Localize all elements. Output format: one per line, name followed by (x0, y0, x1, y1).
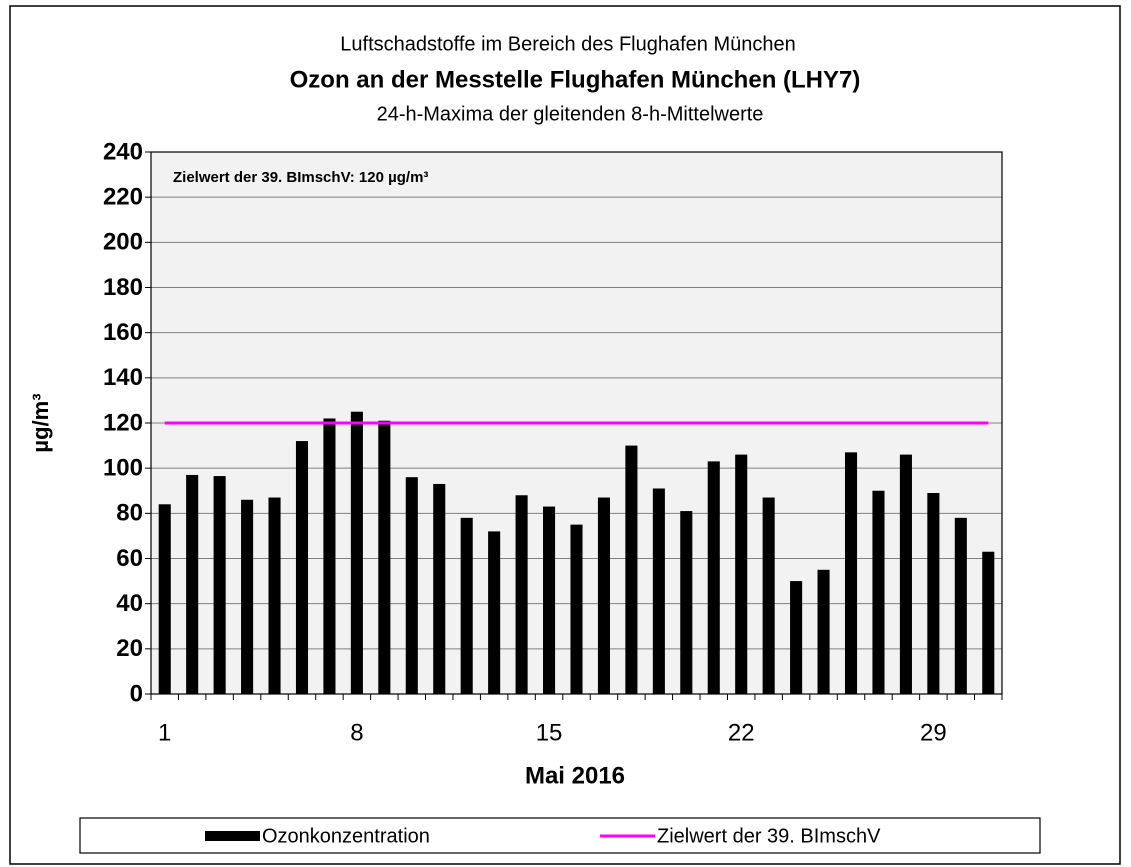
y-tick-label: 60 (116, 545, 143, 572)
x-tick-label: 29 (920, 719, 947, 746)
bar (844, 452, 858, 694)
bar (735, 454, 748, 694)
bar (707, 461, 720, 694)
bar (213, 476, 226, 694)
y-tick-label: 240 (103, 138, 143, 165)
x-tick-label: 1 (158, 719, 171, 746)
bar (350, 411, 363, 694)
bar (405, 477, 418, 694)
chart-subtitle: 24-h-Maxima der gleitenden 8-h-Mittelwer… (377, 103, 764, 125)
bar (378, 420, 391, 694)
bar (954, 517, 967, 694)
y-tick-label: 220 (103, 184, 143, 211)
bar (268, 497, 281, 694)
y-tick-label: 200 (103, 229, 143, 256)
bar (543, 506, 556, 694)
bar (241, 499, 254, 694)
y-tick-label: 40 (116, 590, 143, 617)
bar (323, 418, 336, 694)
chart-title: Ozon an der Messtelle Flughafen München … (290, 66, 861, 93)
y-tick-label: 0 (130, 680, 143, 707)
bar (158, 504, 171, 694)
y-tick-label: 120 (103, 409, 143, 436)
legend-label: Zielwert der 39. BImschV (657, 825, 881, 847)
bar (817, 569, 830, 694)
bar (570, 524, 583, 694)
bar (680, 511, 693, 694)
y-axis-label: µg/m³ (28, 393, 53, 452)
legend-label: Ozonkonzentration (262, 825, 430, 847)
bar (515, 495, 528, 694)
bar (790, 581, 803, 694)
legend-swatch (205, 831, 260, 841)
bar (652, 488, 665, 694)
y-tick-label: 80 (116, 500, 143, 527)
bar (625, 445, 638, 694)
bar (982, 551, 995, 694)
bar (295, 441, 309, 694)
y-tick-label: 20 (116, 635, 143, 662)
bar (872, 490, 885, 694)
y-tick-label: 180 (103, 274, 143, 301)
y-tick-label: 160 (103, 319, 143, 346)
x-axis-label: Mai 2016 (525, 762, 625, 789)
chart-supertitle: Luftschadstoffe im Bereich des Flughafen… (340, 33, 795, 55)
bar (597, 497, 610, 694)
x-tick-label: 15 (536, 719, 563, 746)
bar (433, 483, 446, 694)
x-tick-label: 22 (728, 719, 755, 746)
bar (460, 517, 473, 694)
bar (488, 531, 501, 694)
bar (186, 474, 199, 694)
bar (927, 493, 940, 694)
bar (762, 497, 775, 694)
bar (899, 454, 912, 694)
y-tick-label: 100 (103, 455, 143, 482)
y-tick-label: 140 (103, 364, 143, 391)
annotation: Zielwert der 39. BImschV: 120 µg/m³ (173, 169, 428, 186)
x-tick-label: 8 (350, 719, 363, 746)
